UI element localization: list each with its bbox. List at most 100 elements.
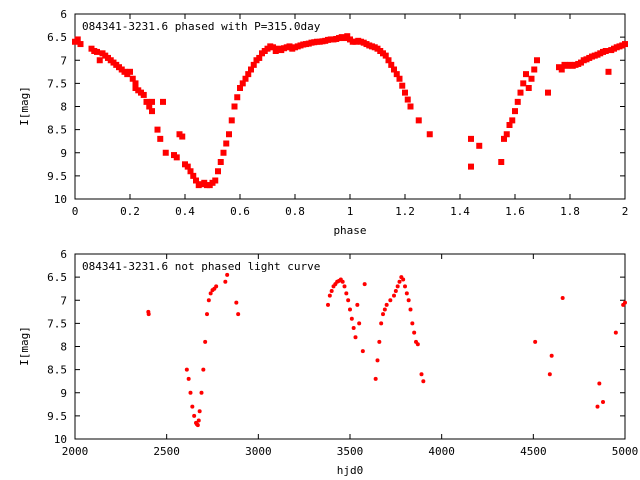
data-point xyxy=(199,390,204,395)
data-point xyxy=(419,372,424,377)
data-point xyxy=(132,80,139,87)
data-point xyxy=(512,108,518,115)
top-data-points xyxy=(72,33,628,189)
chart-title-top: 084341-3231.6 phased with P=315.0day xyxy=(82,20,321,33)
y-tick-label: 7.5 xyxy=(47,77,67,90)
data-point xyxy=(146,103,153,110)
data-point xyxy=(127,68,133,75)
y-tick-label: 8.5 xyxy=(47,124,67,137)
data-point xyxy=(520,80,527,87)
x-tick-label: 1.8 xyxy=(560,205,580,218)
x-tick-label: 1.2 xyxy=(395,205,415,218)
data-point xyxy=(215,168,221,175)
data-point xyxy=(203,339,208,344)
y-tick-label: 10 xyxy=(54,193,67,206)
data-point xyxy=(212,177,219,184)
unphased-light-curve-chart: 2000 2500 3000 3500 4000 4500 5000 6 6.5 7 7.5 8 8.5… xyxy=(18,248,638,477)
data-point xyxy=(190,172,197,179)
data-point xyxy=(270,44,276,51)
data-point xyxy=(595,404,600,409)
data-point xyxy=(342,284,347,289)
data-point xyxy=(397,279,402,284)
data-point xyxy=(201,367,206,372)
data-point xyxy=(74,36,81,43)
data-point xyxy=(392,293,396,298)
x-tick-label: 0.8 xyxy=(285,205,305,218)
x-tick-label: 5000 xyxy=(612,445,639,458)
data-point xyxy=(412,330,417,335)
data-point xyxy=(558,66,565,73)
y-tick-label: 7 xyxy=(60,294,67,307)
data-point xyxy=(468,163,474,170)
data-point xyxy=(525,85,532,91)
data-point xyxy=(225,272,230,277)
data-point xyxy=(613,330,618,335)
data-point xyxy=(327,293,332,298)
data-point xyxy=(157,135,164,142)
data-point xyxy=(149,98,155,105)
data-point xyxy=(184,367,189,372)
data-point xyxy=(77,41,84,48)
data-point xyxy=(622,41,628,48)
x-tick-label: 1 xyxy=(347,205,354,218)
data-point xyxy=(196,418,201,423)
data-point xyxy=(236,312,241,317)
data-point xyxy=(602,48,609,54)
data-point xyxy=(384,302,389,307)
data-point xyxy=(346,298,351,303)
data-point xyxy=(391,66,397,73)
data-point xyxy=(501,135,507,142)
data-point xyxy=(94,48,100,55)
data-point xyxy=(217,159,224,165)
data-point xyxy=(375,358,380,363)
x-tick-label: 1.4 xyxy=(450,205,470,218)
data-point xyxy=(404,96,411,103)
data-point xyxy=(129,75,136,82)
data-point xyxy=(547,372,552,377)
data-point xyxy=(399,82,406,89)
data-point xyxy=(408,307,413,312)
y-tick-label: 8 xyxy=(60,101,67,114)
data-point xyxy=(549,353,554,358)
data-point xyxy=(517,89,524,96)
y-tick-label: 10 xyxy=(54,433,67,446)
data-point xyxy=(226,131,232,138)
data-point xyxy=(360,349,365,354)
x-tick-label: 4000 xyxy=(428,445,455,458)
data-point xyxy=(605,68,612,75)
y-tick-label: 6 xyxy=(60,248,67,261)
data-point xyxy=(192,413,197,418)
y-tick-label: 9.5 xyxy=(47,170,67,183)
top-axis-ticks: 0 0.2 0.4 0.6 0.8 1 1.2 1.4 1.6 1.8 2 6 6.5 7 7.5 8 8.5 9… xyxy=(47,8,628,218)
data-point xyxy=(407,103,414,110)
data-point xyxy=(353,335,358,340)
x-tick-label: 0.2 xyxy=(120,205,140,218)
x-axis-label-top: phase xyxy=(333,224,366,237)
x-tick-label: 2 xyxy=(622,205,629,218)
data-point xyxy=(140,91,147,98)
data-point xyxy=(193,177,199,184)
data-point xyxy=(403,284,407,289)
data-point xyxy=(498,159,505,165)
data-point xyxy=(96,57,103,64)
x-tick-label: 3500 xyxy=(337,445,364,458)
data-point xyxy=(223,279,228,284)
data-point xyxy=(393,289,398,293)
data-point xyxy=(534,57,540,64)
data-point xyxy=(179,133,186,140)
data-point xyxy=(348,307,352,312)
data-point xyxy=(381,312,385,317)
data-point xyxy=(601,400,605,404)
data-point xyxy=(385,57,392,64)
data-point xyxy=(160,98,166,105)
data-point xyxy=(404,291,409,296)
data-point xyxy=(402,89,408,96)
data-point xyxy=(162,149,169,156)
y-tick-label: 9 xyxy=(60,147,67,160)
data-point xyxy=(149,108,155,115)
data-point xyxy=(340,279,345,284)
data-point xyxy=(173,154,180,161)
data-point xyxy=(195,423,200,428)
data-point xyxy=(388,298,393,303)
y-tick-label: 6 xyxy=(60,8,67,21)
